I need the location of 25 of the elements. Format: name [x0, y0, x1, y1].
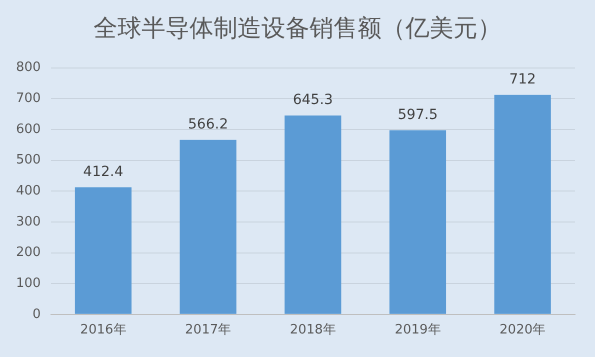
bar	[494, 94, 551, 314]
y-tick-label: 400	[16, 183, 41, 198]
data-label: 712	[509, 72, 536, 88]
x-tick-label: 2020年	[500, 322, 546, 338]
x-tick-label: 2019年	[394, 322, 441, 338]
y-tick-label: 200	[16, 245, 41, 260]
y-tick-label: 800	[16, 60, 41, 76]
x-tick-label: 2017年	[185, 322, 232, 338]
data-label: 597.5	[398, 106, 438, 123]
bar	[74, 187, 132, 314]
y-tick-label: 600	[16, 122, 41, 137]
x-tick-label: 2018年	[290, 322, 336, 338]
y-tick-label: 700	[16, 91, 41, 106]
y-tick-label: 500	[16, 152, 41, 168]
chart-title: 全球半导体制造设备销售额（亿美元）	[92, 13, 502, 44]
data-label: 412.4	[83, 164, 124, 180]
y-tick-label: 300	[16, 214, 41, 230]
bar	[284, 115, 342, 314]
y-tick-label: 100	[16, 276, 41, 291]
bar	[180, 140, 236, 314]
data-label: 645.3	[292, 92, 333, 108]
x-tick-label: 2016年	[80, 322, 126, 338]
data-label: 566.2	[188, 116, 228, 133]
bar	[389, 130, 446, 314]
y-tick-label: 0	[32, 306, 41, 322]
